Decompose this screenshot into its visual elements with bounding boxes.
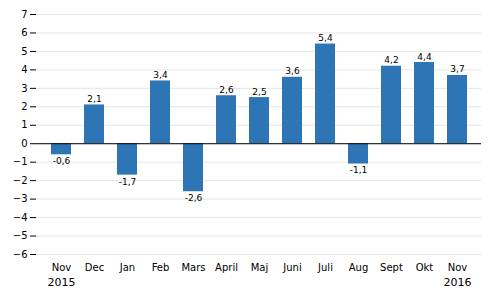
svg-text:2: 2 bbox=[21, 101, 27, 112]
svg-text:Jan: Jan bbox=[119, 262, 135, 273]
svg-text:3,6: 3,6 bbox=[285, 66, 300, 76]
svg-text:Aug: Aug bbox=[349, 262, 369, 273]
svg-text:April: April bbox=[215, 262, 238, 273]
svg-text:3: 3 bbox=[21, 83, 27, 94]
svg-text:3,7: 3,7 bbox=[450, 64, 464, 74]
svg-text:Sept: Sept bbox=[380, 262, 403, 273]
svg-text:Mars: Mars bbox=[181, 262, 205, 273]
svg-text:-1,7: -1,7 bbox=[119, 177, 137, 187]
svg-text:4: 4 bbox=[21, 64, 27, 75]
svg-text:3,4: 3,4 bbox=[153, 70, 168, 80]
svg-text:5,4: 5,4 bbox=[318, 33, 333, 43]
svg-text:Nov: Nov bbox=[52, 262, 72, 273]
svg-text:1: 1 bbox=[21, 119, 27, 130]
svg-text:2015: 2015 bbox=[48, 276, 76, 289]
svg-text:Okt: Okt bbox=[416, 262, 434, 273]
svg-text:−6: −6 bbox=[13, 249, 28, 260]
svg-text:-0,6: -0,6 bbox=[53, 156, 71, 166]
svg-text:Juli: Juli bbox=[317, 262, 333, 273]
svg-text:2,5: 2,5 bbox=[252, 87, 266, 97]
svg-text:−3: −3 bbox=[13, 193, 28, 204]
svg-text:2,6: 2,6 bbox=[219, 85, 234, 95]
svg-text:2016: 2016 bbox=[444, 276, 472, 289]
svg-text:-1,1: -1,1 bbox=[350, 165, 368, 175]
svg-text:Nov: Nov bbox=[448, 262, 468, 273]
svg-text:5: 5 bbox=[21, 46, 27, 57]
svg-text:−5: −5 bbox=[13, 230, 28, 241]
svg-text:2,1: 2,1 bbox=[87, 94, 101, 104]
svg-text:Maj: Maj bbox=[251, 262, 269, 273]
svg-text:4,2: 4,2 bbox=[384, 55, 398, 65]
svg-text:4,4: 4,4 bbox=[417, 52, 432, 62]
svg-text:−1: −1 bbox=[13, 156, 28, 167]
svg-text:−2: −2 bbox=[13, 175, 28, 186]
svg-text:−4: −4 bbox=[13, 212, 28, 223]
svg-text:Feb: Feb bbox=[152, 262, 170, 273]
svg-text:0: 0 bbox=[21, 138, 27, 149]
svg-text:6: 6 bbox=[21, 27, 27, 38]
svg-text:7: 7 bbox=[21, 9, 27, 20]
svg-text:Juni: Juni bbox=[282, 262, 301, 273]
svg-text:Dec: Dec bbox=[85, 262, 104, 273]
svg-text:-2,6: -2,6 bbox=[185, 193, 203, 203]
